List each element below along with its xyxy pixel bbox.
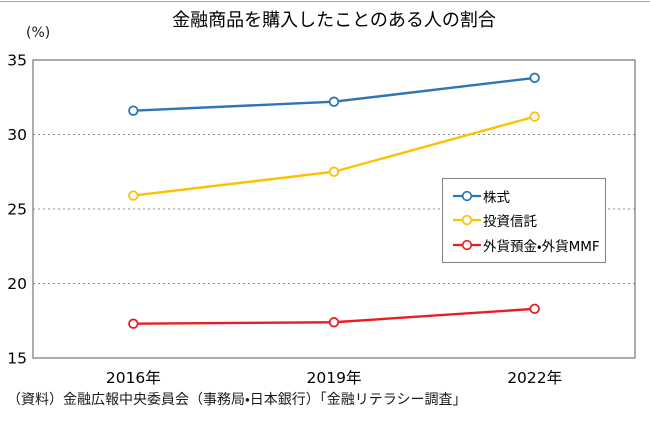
y-tick-label: 15: [7, 350, 27, 368]
legend: 株式 投資信託 外貨預金・外貨MMF: [442, 178, 606, 263]
y-axis-unit-label: (%): [26, 25, 51, 41]
data-point-marker: [128, 190, 139, 201]
legend-label: 株式: [483, 190, 510, 207]
data-point-marker: [529, 72, 540, 84]
x-axis-label: 2022年: [507, 369, 562, 387]
legend-item-foreign-currency: 外貨預金・外貨MMF: [452, 233, 605, 257]
legend-label: 投資信託: [483, 214, 537, 231]
data-point-marker: [529, 303, 540, 315]
y-tick-label: 20: [7, 275, 27, 293]
y-tick-label: 35: [7, 52, 27, 70]
legend-line-circle-icon: [453, 191, 481, 202]
plot-border: [32, 59, 636, 359]
x-axis-label: 2019年: [307, 369, 362, 387]
y-tick-label: 30: [7, 126, 27, 144]
data-point-marker: [128, 318, 139, 329]
legend-item-stocks: 株式: [452, 184, 605, 208]
top-border-line: [0, 1, 650, 2]
legend-line-circle-icon: [453, 239, 481, 250]
data-point-marker: [529, 111, 540, 122]
legend-label: 外貨預金・外貨MMF: [483, 238, 600, 255]
legend-line-circle-icon: [453, 215, 481, 226]
x-axis-label: 2016年: [106, 369, 161, 387]
data-point-marker: [128, 105, 139, 116]
y-tick-label: 25: [7, 201, 27, 219]
chart-title: 金融商品を購入したことのある人の割合: [172, 10, 496, 31]
data-point-marker: [328, 317, 340, 328]
data-point-marker: [328, 166, 340, 177]
legend-item-investment-trusts: 投資信託: [452, 208, 605, 232]
source-note: （資料）金融広報中央委員会（事務局・日本銀行）「金融リテラシー調査」: [7, 392, 467, 408]
data-point-marker: [328, 96, 340, 107]
